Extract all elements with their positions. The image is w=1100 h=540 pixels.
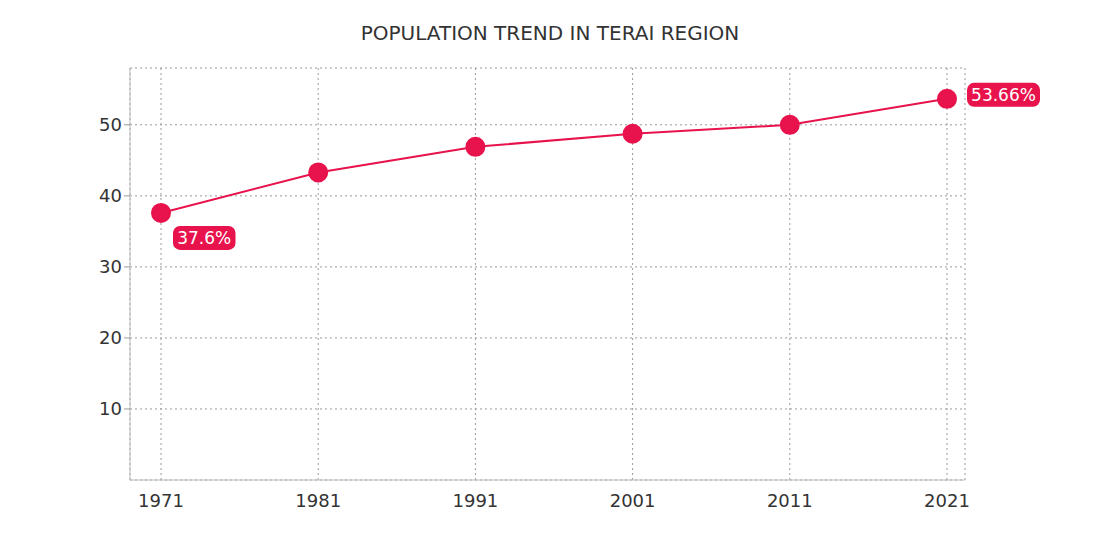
svg-text:2021: 2021 (924, 490, 970, 511)
svg-text:10: 10 (99, 398, 122, 419)
svg-text:1991: 1991 (452, 490, 498, 511)
svg-text:50: 50 (99, 114, 122, 135)
svg-text:2001: 2001 (610, 490, 656, 511)
svg-text:37.6%: 37.6% (177, 228, 231, 248)
svg-text:2011: 2011 (767, 490, 813, 511)
svg-text:1981: 1981 (295, 490, 341, 511)
svg-text:30: 30 (99, 256, 122, 277)
svg-text:20: 20 (99, 327, 122, 348)
html-text:POPULATION TREND IN TERAI REGI: POPULATION TREND IN TERAI REGION (360, 21, 740, 45)
svg-text:53.66%: 53.66% (971, 85, 1036, 105)
svg-text:40: 40 (99, 185, 122, 206)
svg-text:1971: 1971 (138, 490, 184, 511)
